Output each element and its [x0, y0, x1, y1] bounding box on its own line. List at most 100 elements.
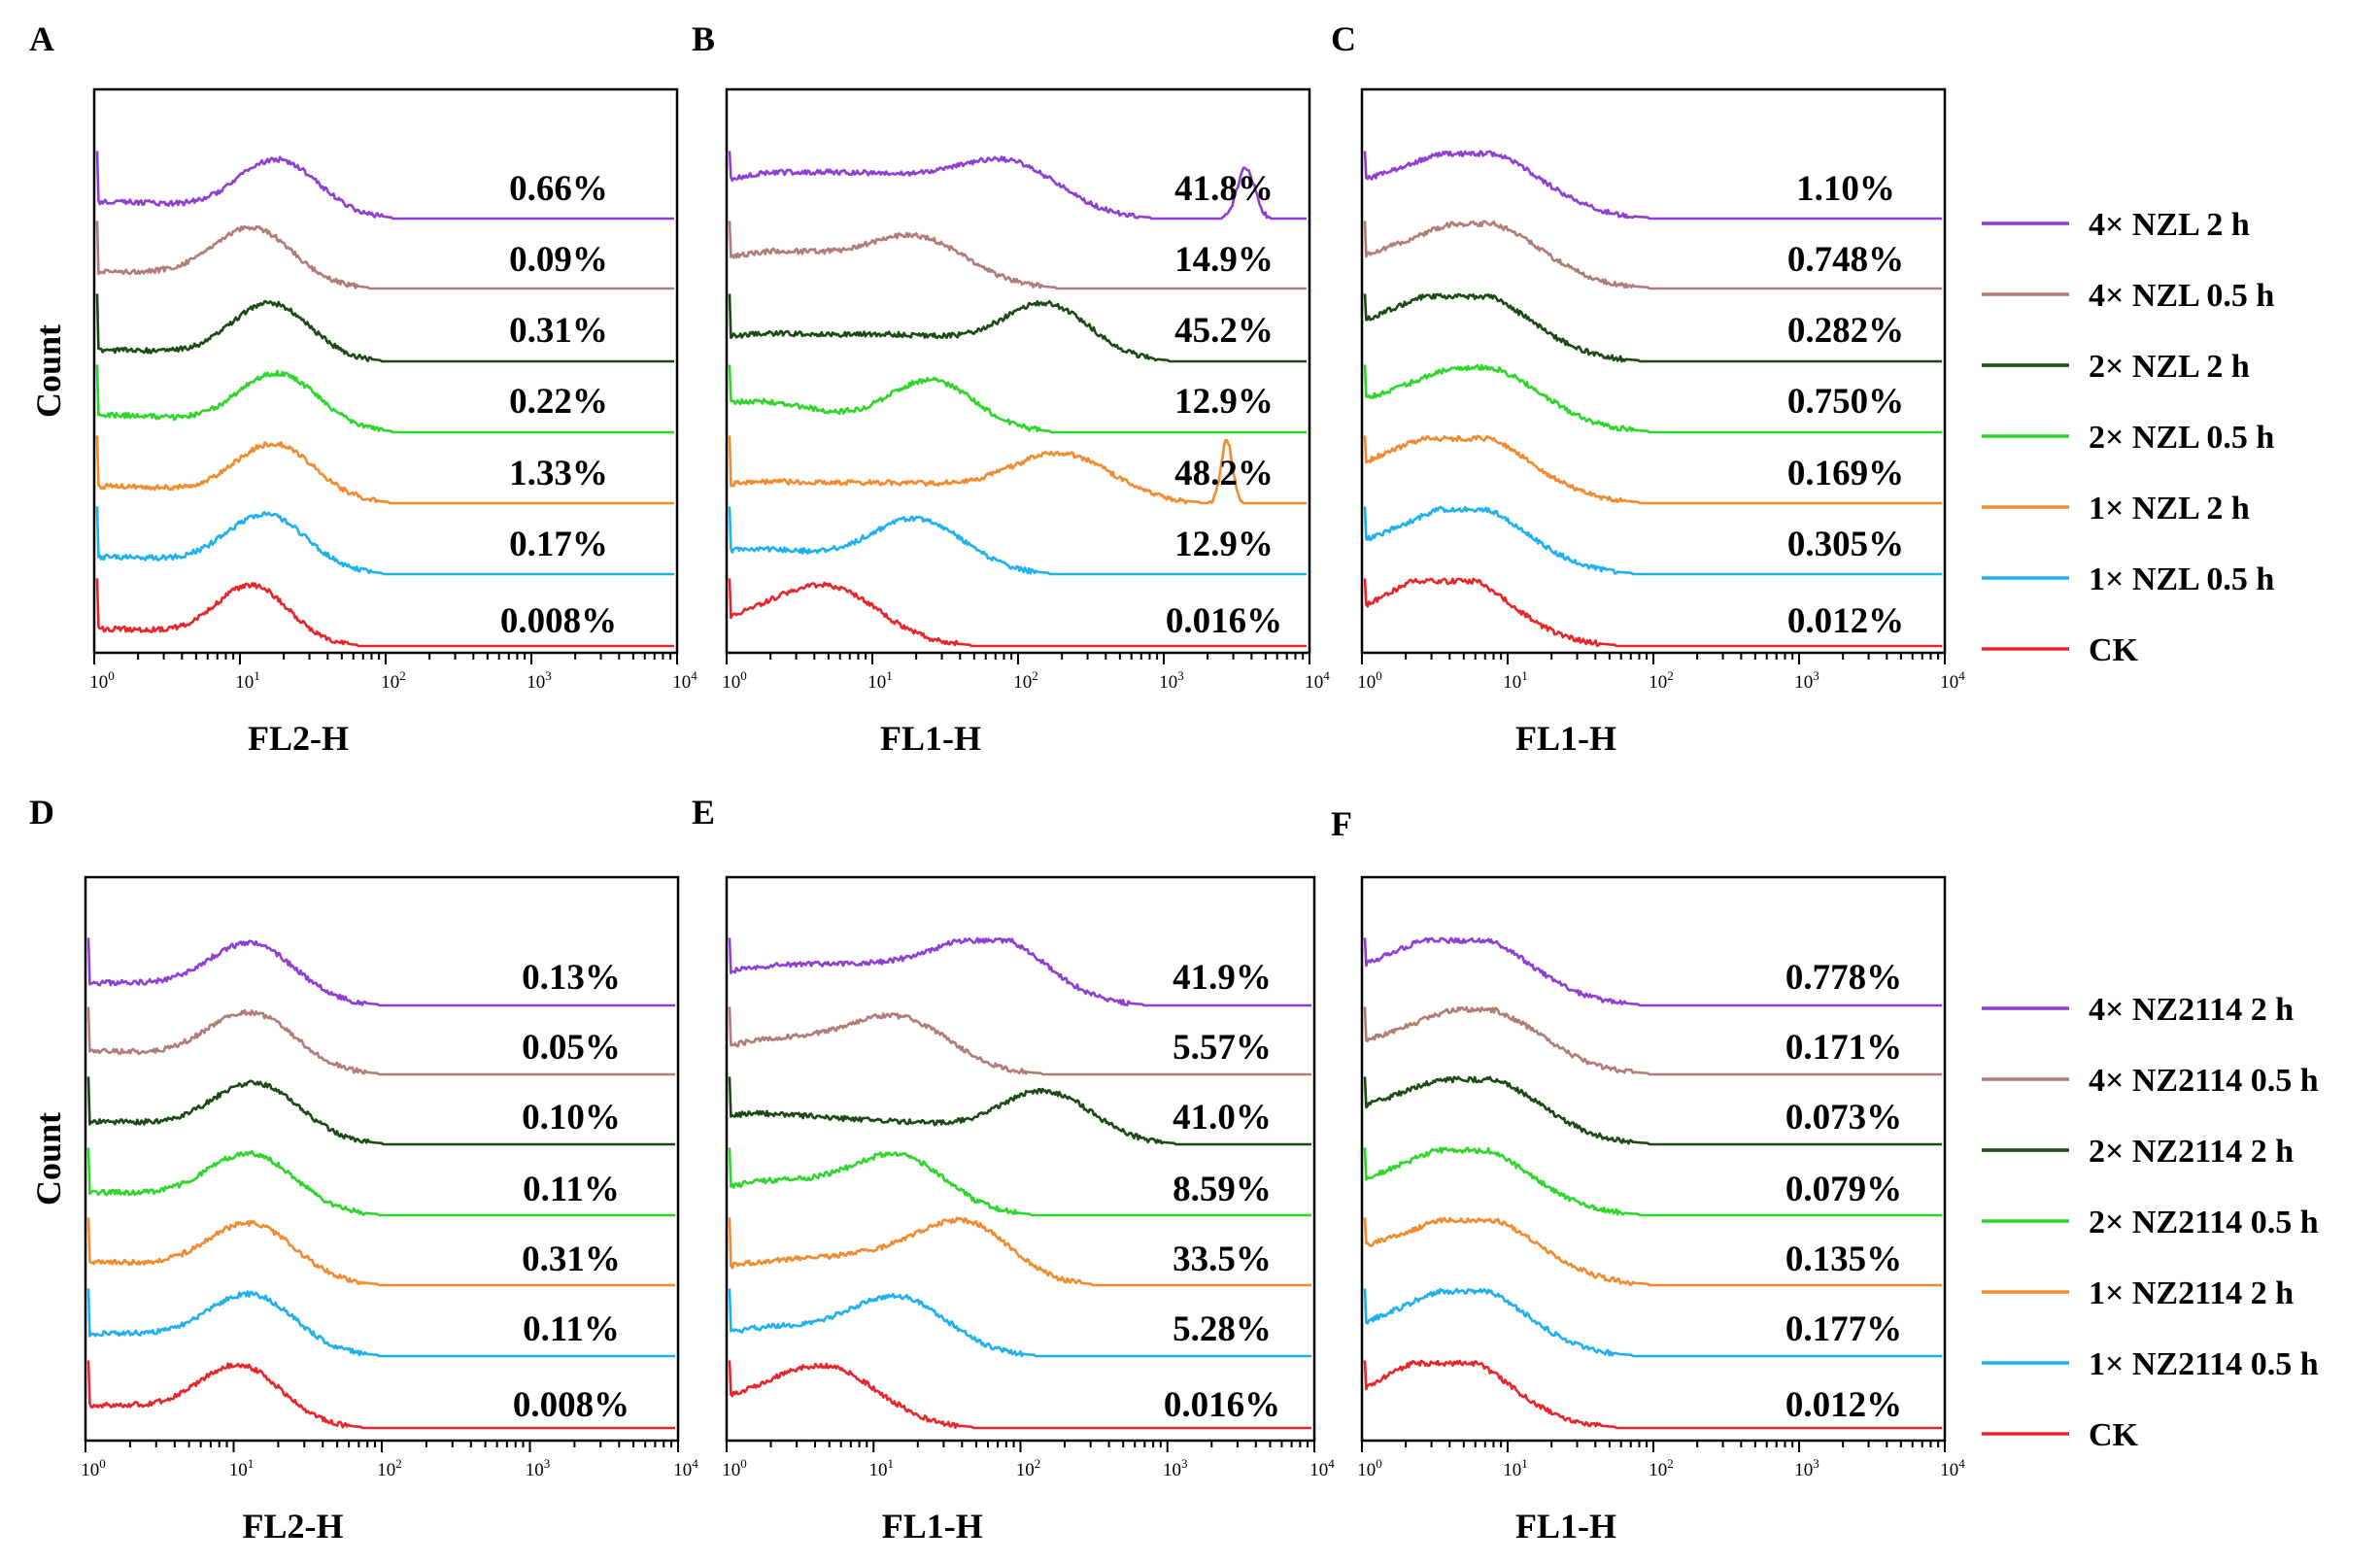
series-line-2	[1363, 220, 1942, 290]
percent-label: 0.305%	[1787, 525, 1904, 564]
percent-label: 0.13%	[522, 958, 621, 998]
series-line-2	[728, 221, 1307, 290]
legend: 4× NZ2114 2 h 4× NZ2114 0.5 h 2× NZ2114 2 …	[1982, 992, 2319, 1453]
x-axis-label: FL1-H	[1515, 719, 1616, 758]
panel-letter-F: F	[1331, 804, 1352, 843]
x-tick-label: 101	[869, 1456, 895, 1480]
series-line-5	[728, 1216, 1311, 1287]
series-line-4	[86, 1147, 675, 1217]
percent-label: 0.17%	[509, 525, 608, 564]
series-line-1	[95, 151, 674, 221]
x-tick-label: 104	[1940, 668, 1965, 693]
percent-label: 0.012%	[1785, 1385, 1902, 1425]
percent-label: 5.28%	[1173, 1309, 1272, 1349]
series-line-2	[728, 1006, 1311, 1076]
series-line-4	[1363, 1146, 1942, 1217]
percent-label: 8.59%	[1173, 1170, 1272, 1209]
series-line-6	[95, 506, 674, 576]
percent-label: 45.2%	[1174, 311, 1274, 351]
y-axis-label: Count	[29, 324, 68, 418]
legend-label: 2× NZ2114 2 h	[2089, 1134, 2294, 1170]
series-line-6	[1363, 505, 1942, 576]
percent-label: 48.2%	[1174, 454, 1274, 493]
panel-A: A Count 100 101 102 103 104 FL2-H 0.66% 0.09% 0.31…	[29, 19, 697, 758]
percent-label: 0.073%	[1785, 1098, 1902, 1138]
legend-label: 4× NZ2114 2 h	[2089, 992, 2294, 1028]
series-line-4	[728, 1147, 1311, 1217]
percent-label: 0.31%	[509, 311, 608, 351]
percent-label: 5.57%	[1173, 1028, 1272, 1068]
percent-label: 0.778%	[1785, 958, 1902, 998]
series-line-7	[95, 578, 674, 648]
x-tick-label: 101	[235, 668, 260, 693]
x-tick-label: 102	[1649, 668, 1674, 693]
percent-label: 41.0%	[1173, 1098, 1272, 1138]
series-line-6	[728, 1288, 1311, 1358]
series-line-4	[728, 364, 1307, 434]
series-line-3	[1363, 1075, 1942, 1146]
x-tick-label: 104	[1305, 668, 1330, 693]
x-tick-label: 104	[1940, 1456, 1965, 1480]
x-tick-label: 100	[89, 668, 115, 693]
x-tick-label: 102	[1013, 668, 1038, 693]
x-tick-label: 101	[867, 668, 893, 693]
panel-B: B 100 101 102 103 104 FL1-H 41.8% 14.9% 45.2% 12.9…	[692, 19, 1330, 758]
x-tick-label: 101	[1503, 668, 1528, 693]
percent-label: 0.169%	[1787, 454, 1904, 493]
panel-letter-B: B	[692, 19, 715, 58]
percent-label: 0.11%	[523, 1309, 620, 1349]
y-axis-label: Count	[29, 1112, 68, 1206]
x-tick-label: 103	[526, 1456, 551, 1480]
series-line-3	[86, 1076, 675, 1146]
x-tick-label: 102	[1016, 1456, 1041, 1480]
series-line-5	[95, 435, 674, 505]
series-line-1	[1363, 150, 1942, 221]
series-line-3	[1363, 292, 1942, 363]
series-line-7	[728, 1360, 1311, 1430]
percent-label: 0.079%	[1785, 1170, 1902, 1209]
percent-label: 0.008%	[513, 1385, 629, 1425]
legend-label: 4× NZL 0.5 h	[2089, 278, 2274, 314]
percent-label: 0.016%	[1166, 601, 1282, 641]
x-tick-label: 104	[673, 1456, 698, 1480]
x-tick-label: 101	[229, 1456, 255, 1480]
x-tick-label: 102	[381, 668, 406, 693]
series-line-2	[86, 1006, 675, 1076]
panel-F: F 100 101 102 103 104 FL1-H 0.778% 0.171% 0.073% 0…	[1331, 804, 1965, 1546]
percent-label: 0.750%	[1787, 382, 1904, 422]
series-line-6	[86, 1288, 675, 1358]
percent-label: 0.177%	[1785, 1309, 1902, 1349]
percent-label: 1.33%	[509, 454, 608, 493]
x-tick-label: 103	[527, 668, 552, 693]
x-tick-label: 101	[1503, 1456, 1528, 1480]
x-tick-label: 102	[377, 1456, 402, 1480]
series-line-1	[86, 937, 675, 1007]
series-line-3	[728, 293, 1307, 363]
series-line-5	[728, 435, 1307, 505]
x-tick-label: 104	[1309, 1456, 1335, 1480]
percent-label: 0.008%	[500, 601, 617, 641]
legend-label: 1× NZL 2 h	[2089, 491, 2250, 527]
percent-label: 0.135%	[1785, 1240, 1902, 1279]
percent-label: 0.748%	[1787, 240, 1904, 280]
series-line-7	[1363, 577, 1942, 648]
series-line-7	[86, 1360, 675, 1430]
series-line-3	[95, 293, 674, 363]
percent-label: 14.9%	[1174, 240, 1274, 280]
series-line-2	[1363, 1005, 1942, 1076]
x-axis-label: FL2-H	[243, 1507, 344, 1546]
percent-label: 0.11%	[523, 1170, 620, 1209]
series-line-7	[1363, 1359, 1942, 1430]
percent-label: 0.66%	[509, 169, 608, 209]
legend-label: 1× NZL 0.5 h	[2089, 561, 2274, 597]
legend-label: 4× NZ2114 0.5 h	[2089, 1063, 2319, 1099]
percent-label: 33.5%	[1173, 1240, 1272, 1279]
x-axis-label: FL2-H	[248, 719, 349, 758]
percent-label: 0.282%	[1787, 311, 1904, 351]
percent-label: 12.9%	[1174, 525, 1274, 564]
x-tick-label: 103	[1163, 1456, 1188, 1480]
percent-label: 1.10%	[1796, 169, 1895, 209]
legend-label: 2× NZL 2 h	[2089, 349, 2250, 385]
series-line-4	[1363, 363, 1942, 434]
